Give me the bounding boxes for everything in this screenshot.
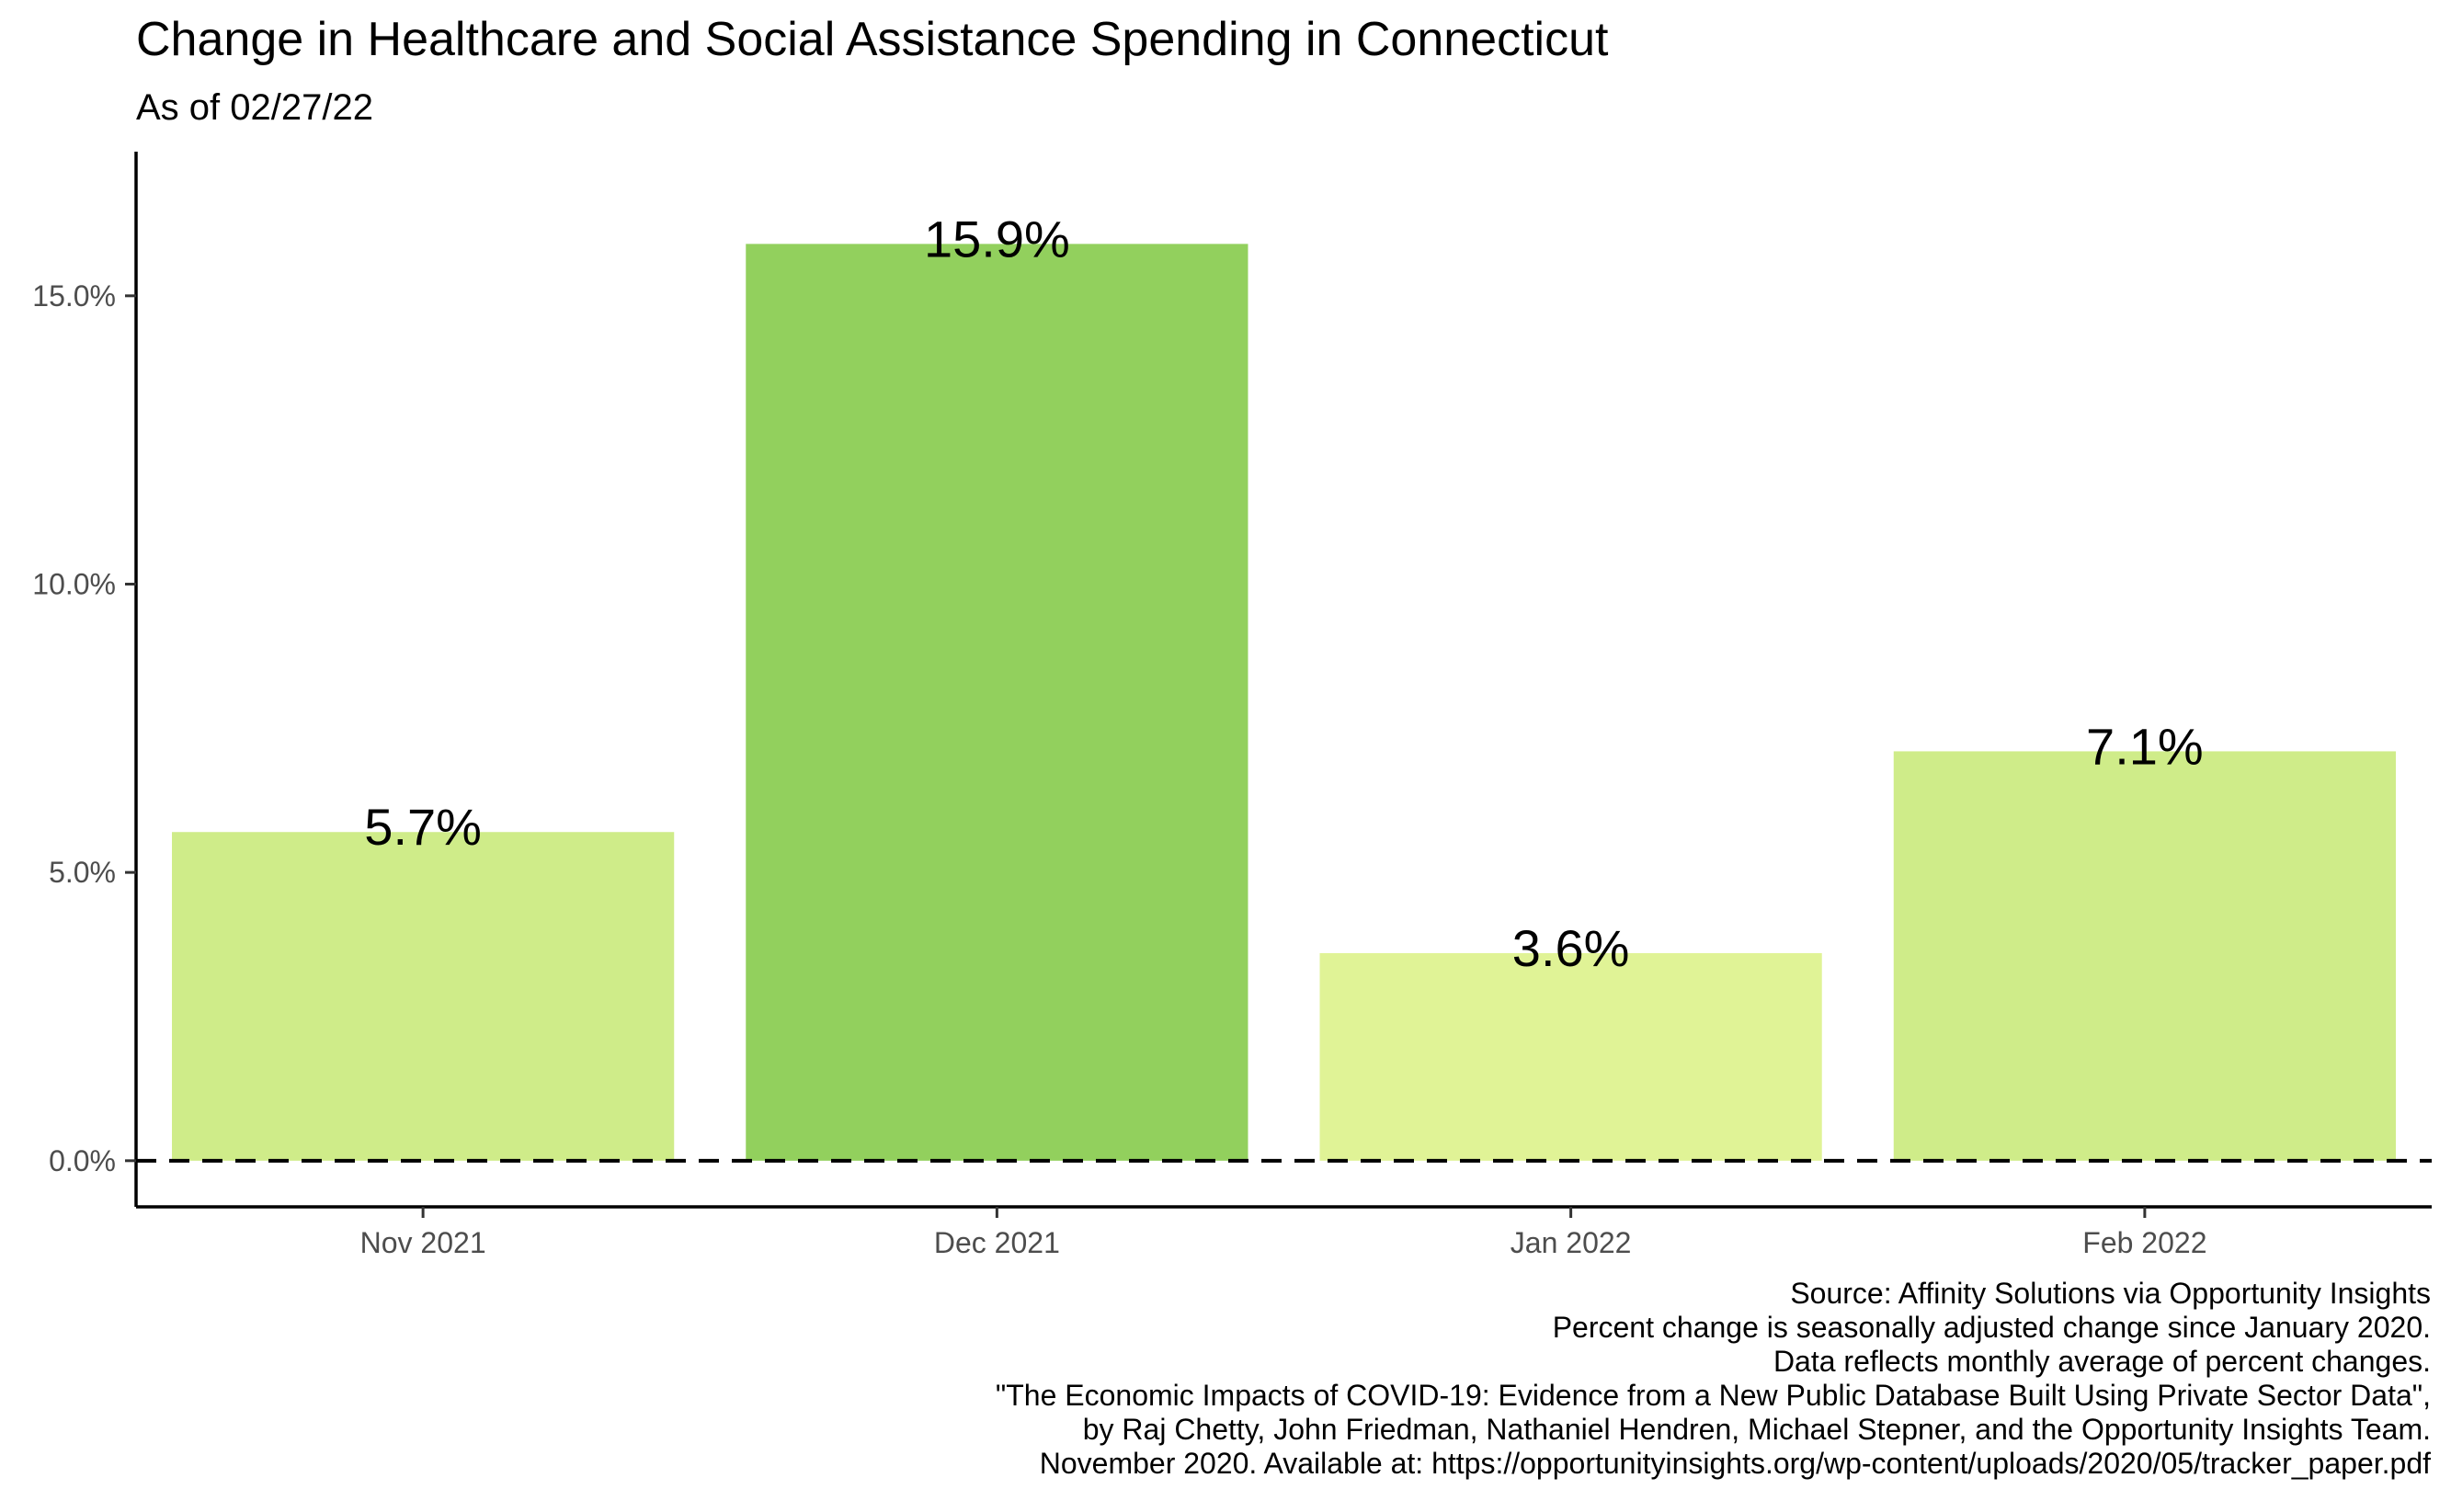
y-tick-label: 5.0% — [49, 856, 116, 889]
data-label: 15.9% — [924, 210, 1070, 267]
x-tick-label: Feb 2022 — [2082, 1226, 2206, 1259]
y-tick-label: 0.0% — [49, 1144, 116, 1177]
bars-group — [172, 244, 2396, 1161]
y-axis-ticks: 0.0% 5.0% 10.0% 15.0% — [32, 279, 136, 1177]
caption-line: by Raj Chetty, John Friedman, Nathaniel … — [1083, 1413, 2431, 1446]
y-tick-label: 15.0% — [32, 279, 116, 313]
caption-line: Data reflects monthly average of percent… — [1773, 1345, 2431, 1378]
caption-line: Source: Affinity Solutions via Opportuni… — [1790, 1277, 2431, 1310]
chart-subtitle: As of 02/27/22 — [136, 87, 373, 128]
caption-line: Percent change is seasonally adjusted ch… — [1553, 1311, 2431, 1344]
data-label: 3.6% — [1512, 919, 1630, 977]
caption-line: November 2020. Available at: https://opp… — [1040, 1447, 2431, 1480]
x-axis-ticks: Nov 2021 Dec 2021 Jan 2022 Feb 2022 — [360, 1207, 2206, 1259]
data-label: 5.7% — [364, 798, 482, 856]
x-tick-label: Jan 2022 — [1510, 1226, 1632, 1259]
bar-jan-2022 — [1319, 952, 1822, 1161]
x-tick-label: Nov 2021 — [360, 1226, 486, 1259]
caption-block: Source: Affinity Solutions via Opportuni… — [996, 1277, 2431, 1480]
bar-nov-2021 — [172, 832, 675, 1161]
x-tick-label: Dec 2021 — [934, 1226, 1060, 1259]
bar-feb-2022 — [1893, 751, 2396, 1161]
caption-line: "The Economic Impacts of COVID-19: Evide… — [996, 1379, 2431, 1412]
data-label: 7.1% — [2086, 717, 2204, 775]
bar-dec-2021 — [746, 244, 1248, 1161]
chart-title: Change in Healthcare and Social Assistan… — [136, 13, 1609, 66]
value-labels-group: 5.7% 15.9% 3.6% 7.1% — [364, 210, 2203, 977]
y-tick-label: 10.0% — [32, 567, 116, 600]
